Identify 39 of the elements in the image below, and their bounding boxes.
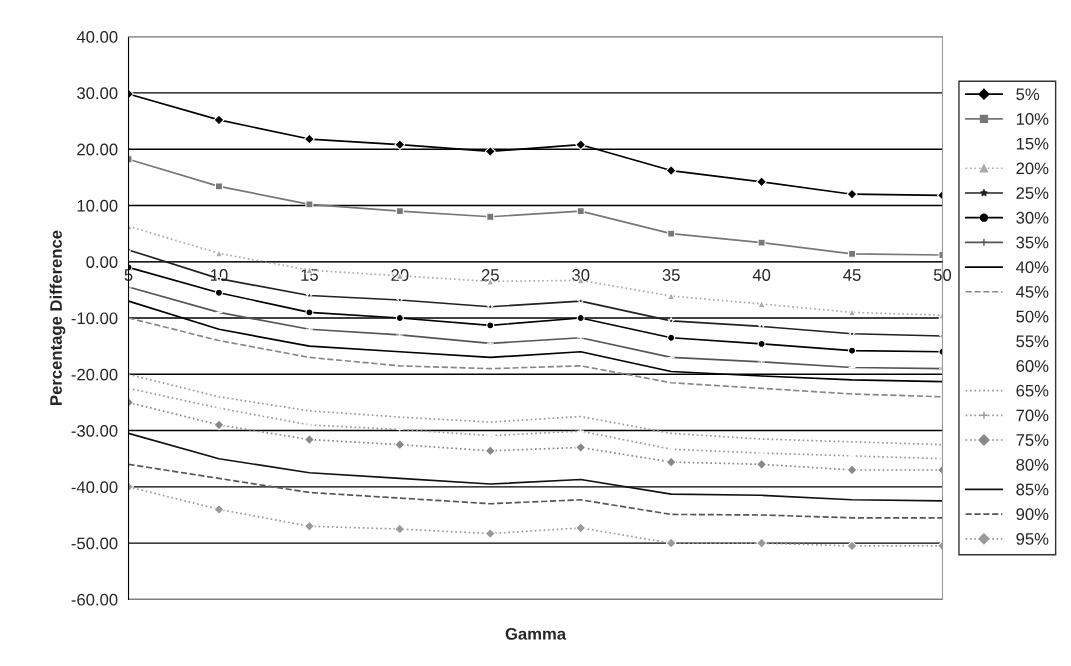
y-tick-label: -20.00 [71, 368, 118, 381]
legend-label: 65% [1016, 384, 1049, 397]
y-axis-title: Percentage Difference [49, 230, 66, 405]
legend-label: 35% [1016, 236, 1049, 249]
y-tick-label: -60.00 [71, 593, 118, 606]
legend-label: 10% [1016, 113, 1049, 125]
legend-label: 70% [1016, 409, 1049, 422]
x-axis-title: Gamma [505, 627, 567, 640]
legend-label: 75% [1016, 434, 1049, 446]
legend-label: 30% [1016, 211, 1049, 224]
legend-label: 85% [1016, 483, 1049, 496]
text: 55% [1016, 335, 1049, 348]
x-tick-label: 15 [301, 269, 318, 281]
text: 80% [1016, 458, 1049, 471]
y-tick-label: 30.00 [77, 87, 118, 100]
legend-label: 95% [1016, 533, 1049, 545]
text: 50% [1016, 310, 1049, 323]
x-tick-label: 30 [572, 269, 590, 281]
y-tick-label: 0.00 [86, 256, 118, 268]
text: 60% [1016, 360, 1049, 372]
x-tick-label: 50 [933, 269, 952, 281]
y-tick-label: -30.00 [71, 424, 118, 437]
x-tick-label: 45 [843, 269, 861, 281]
legend-label: 5% [1016, 88, 1040, 101]
y-tick-label: 10.00 [77, 199, 118, 212]
legend-label: 40% [1016, 261, 1049, 274]
y-tick-label: 40.00 [76, 31, 118, 43]
x-tick-label: 35 [662, 269, 680, 281]
legend-label: 25% [1016, 187, 1049, 199]
y-tick-label: -50.00 [71, 537, 118, 550]
legend-label: 90% [1016, 508, 1049, 521]
x-tick-label: 25 [481, 269, 499, 281]
legend-label: 45% [1016, 286, 1049, 298]
text: 15% [1016, 137, 1049, 150]
y-tick-label: 20.00 [77, 143, 118, 156]
legend-label: 20% [1016, 162, 1049, 175]
y-tick-label: -10.00 [71, 312, 118, 325]
x-tick-label: 40 [752, 269, 771, 281]
y-tick-label: -40.00 [71, 481, 118, 494]
